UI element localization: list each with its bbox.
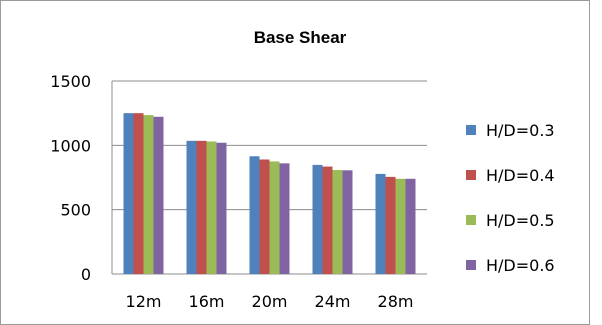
bar <box>312 164 323 274</box>
legend-label: H/D=0.4 <box>486 166 555 185</box>
x-tick-label: 24m <box>315 292 351 311</box>
bar <box>395 178 406 274</box>
x-tick-label: 20m <box>252 292 288 311</box>
x-tick-label: 28m <box>378 292 414 311</box>
bar <box>196 140 207 274</box>
x-tick-label: 16m <box>189 292 225 311</box>
legend-label: H/D=0.3 <box>486 121 555 140</box>
legend-label: H/D=0.5 <box>486 211 555 230</box>
bar <box>153 116 164 274</box>
x-tick-label: 12m <box>126 292 162 311</box>
bar <box>259 159 270 274</box>
bar <box>375 173 386 274</box>
y-tick-label: 1000 <box>50 136 91 155</box>
chart-title: Base Shear <box>254 28 347 47</box>
bar <box>123 113 134 275</box>
legend-label: H/D=0.6 <box>486 256 555 275</box>
bar <box>279 163 290 274</box>
y-tick-label: 500 <box>60 201 91 220</box>
bar <box>186 140 197 274</box>
y-tick-label: 1500 <box>50 72 91 91</box>
bar <box>342 170 353 274</box>
bar <box>269 161 280 274</box>
legend-swatch <box>466 170 476 180</box>
legend-swatch <box>466 125 476 135</box>
bar <box>332 170 343 274</box>
legend-swatch <box>466 215 476 225</box>
bar <box>133 113 144 275</box>
bar <box>216 142 227 274</box>
bar <box>206 141 217 274</box>
bar <box>385 176 396 274</box>
bar <box>405 178 416 274</box>
bar <box>249 156 260 274</box>
y-tick-label: 0 <box>81 265 91 284</box>
legend-swatch <box>466 260 476 270</box>
bar <box>322 166 333 274</box>
bar <box>143 115 154 274</box>
